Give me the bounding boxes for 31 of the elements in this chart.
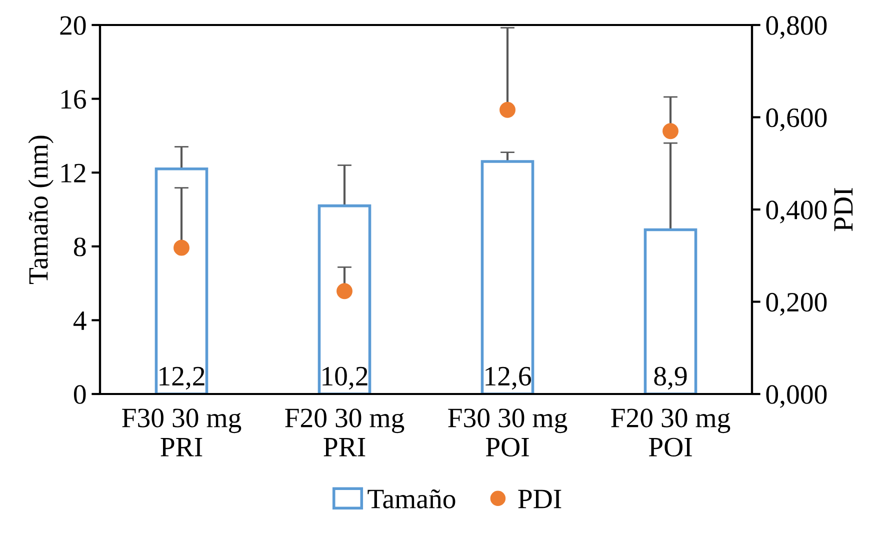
point xyxy=(500,102,516,118)
x-tick-label: F20 30 mg PRI xyxy=(285,408,404,456)
x-tick-label: F30 30 mg POI xyxy=(448,408,568,456)
y-tick-label: 20 xyxy=(60,16,86,35)
point xyxy=(662,123,678,140)
y2-axis-title: PDI xyxy=(834,188,853,232)
y2-tick-label: 0,600 xyxy=(766,108,827,132)
data-label: 10,2 xyxy=(322,366,368,390)
data-label: 12,2 xyxy=(160,366,204,390)
y-tick-label: 12 xyxy=(61,164,86,182)
y-tick-label: 8 xyxy=(74,238,86,256)
y-tick-label: 16 xyxy=(61,90,86,109)
y2-tick-label: 0,000 xyxy=(766,385,827,408)
legend-label: Tamaño xyxy=(368,489,456,508)
data-label: 8,9 xyxy=(654,366,687,390)
y-axis-title: Tamaño (nm) xyxy=(28,136,54,284)
bar xyxy=(318,204,372,394)
x-tick-label: F20 30 mg POI xyxy=(611,408,730,456)
y2-tick-label: 0,800 xyxy=(766,16,827,39)
point xyxy=(336,283,352,300)
x-tick-label: F30 30 mg PRI xyxy=(122,408,242,456)
y2-tick-label: 0,200 xyxy=(766,292,827,316)
legend-label: PDI xyxy=(518,490,562,508)
data-label: 12,6 xyxy=(486,366,531,390)
bar xyxy=(480,160,534,394)
bar xyxy=(154,168,208,394)
y2-tick-label: 0,400 xyxy=(766,200,827,224)
y-tick-label: 4 xyxy=(73,312,86,330)
point xyxy=(174,240,190,256)
bar xyxy=(644,228,698,394)
y-tick-label: 0 xyxy=(74,385,86,404)
